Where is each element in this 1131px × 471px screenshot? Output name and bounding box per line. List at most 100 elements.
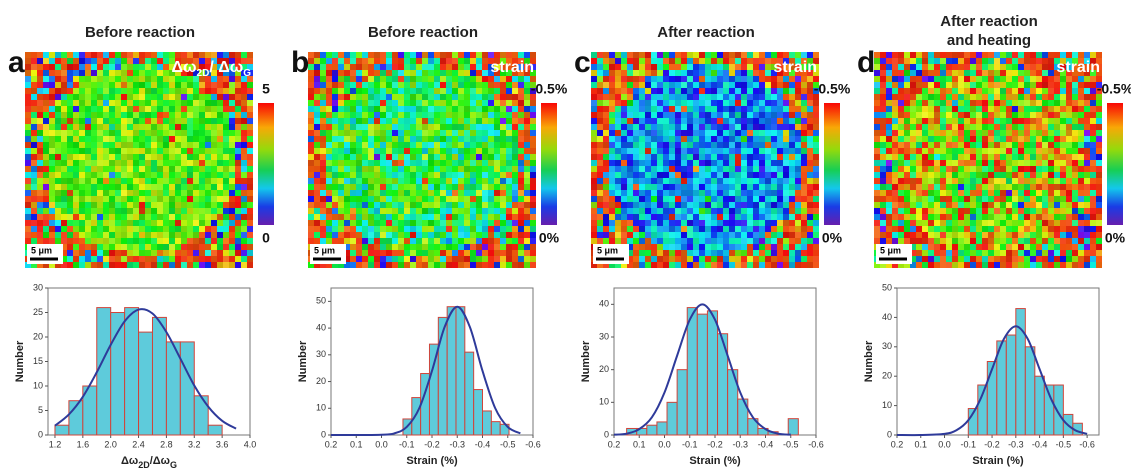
map-pixel bbox=[181, 190, 187, 196]
map-pixel bbox=[741, 166, 747, 172]
map-pixel bbox=[591, 100, 597, 106]
map-pixel bbox=[157, 160, 163, 166]
map-pixel bbox=[512, 220, 518, 226]
map-pixel bbox=[199, 262, 205, 268]
map-pixel bbox=[73, 172, 79, 178]
map-pixel bbox=[747, 58, 753, 64]
x-axis-label: Strain (%) bbox=[406, 455, 458, 467]
map-pixel bbox=[85, 226, 91, 232]
map-pixel bbox=[1024, 154, 1030, 160]
map-pixel bbox=[693, 238, 699, 244]
map-pixel bbox=[795, 118, 801, 124]
map-pixel bbox=[247, 100, 253, 106]
map-pixel bbox=[759, 82, 765, 88]
map-pixel bbox=[1018, 52, 1024, 58]
map-pixel bbox=[85, 154, 91, 160]
map-pixel bbox=[332, 142, 338, 148]
map-pixel bbox=[139, 58, 145, 64]
map-pixel bbox=[723, 52, 729, 58]
map-pixel bbox=[807, 136, 813, 142]
map-pixel bbox=[79, 154, 85, 160]
map-pixel bbox=[386, 52, 392, 58]
map-pixel bbox=[524, 136, 530, 142]
map-pixel bbox=[374, 64, 380, 70]
map-pixel bbox=[452, 178, 458, 184]
map-pixel bbox=[1048, 64, 1054, 70]
map-pixel bbox=[446, 184, 452, 190]
map-pixel bbox=[874, 94, 880, 100]
map-pixel bbox=[247, 136, 253, 142]
map-pixel bbox=[657, 64, 663, 70]
map-pixel bbox=[217, 262, 223, 268]
map-pixel bbox=[362, 178, 368, 184]
map-pixel bbox=[205, 82, 211, 88]
map-pixel bbox=[163, 250, 169, 256]
map-pixel bbox=[801, 94, 807, 100]
map-pixel bbox=[904, 154, 910, 160]
map-pixel bbox=[976, 154, 982, 160]
y-tick-label: 25 bbox=[33, 307, 43, 317]
map-pixel bbox=[320, 148, 326, 154]
x-tick-label: -0.5 bbox=[783, 439, 799, 449]
map-pixel bbox=[621, 208, 627, 214]
x-tick-label: -0.3 bbox=[449, 439, 465, 449]
map-pixel bbox=[675, 100, 681, 106]
map-pixel bbox=[934, 64, 940, 70]
map-pixel bbox=[452, 220, 458, 226]
map-pixel bbox=[1048, 118, 1054, 124]
map-pixel bbox=[591, 82, 597, 88]
map-pixel bbox=[434, 58, 440, 64]
map-pixel bbox=[175, 88, 181, 94]
map-pixel bbox=[308, 130, 314, 136]
map-pixel bbox=[530, 214, 536, 220]
map-pixel bbox=[109, 250, 115, 256]
map-pixel bbox=[97, 220, 103, 226]
map-pixel bbox=[458, 112, 464, 118]
map-pixel bbox=[675, 94, 681, 100]
map-pixel bbox=[693, 190, 699, 196]
map-pixel bbox=[500, 52, 506, 58]
map-pixel bbox=[813, 160, 819, 166]
map-pixel bbox=[765, 178, 771, 184]
map-pixel bbox=[813, 256, 819, 262]
map-pixel bbox=[115, 52, 121, 58]
map-pixel bbox=[789, 160, 795, 166]
map-pixel bbox=[976, 82, 982, 88]
map-pixel bbox=[97, 202, 103, 208]
map-pixel bbox=[85, 136, 91, 142]
map-pixel bbox=[133, 178, 139, 184]
map-pixel bbox=[458, 172, 464, 178]
map-pixel bbox=[494, 154, 500, 160]
map-pixel bbox=[1072, 124, 1078, 130]
map-pixel bbox=[49, 238, 55, 244]
map-pixel bbox=[320, 58, 326, 64]
map-pixel bbox=[518, 232, 524, 238]
map-pixel bbox=[229, 100, 235, 106]
map-pixel bbox=[338, 100, 344, 106]
map-pixel bbox=[332, 112, 338, 118]
map-pixel bbox=[735, 238, 741, 244]
map-pixel bbox=[687, 244, 693, 250]
map-pixel bbox=[645, 178, 651, 184]
map-pixel bbox=[813, 190, 819, 196]
map-pixel bbox=[458, 82, 464, 88]
map-pixel bbox=[145, 142, 151, 148]
map-pixel bbox=[326, 82, 332, 88]
map-pixel bbox=[314, 76, 320, 82]
map-pixel bbox=[211, 214, 217, 220]
map-pixel bbox=[452, 154, 458, 160]
map-pixel bbox=[464, 76, 470, 82]
map-pixel bbox=[350, 178, 356, 184]
map-pixel bbox=[639, 184, 645, 190]
map-pixel bbox=[789, 124, 795, 130]
map-pixel bbox=[422, 244, 428, 250]
map-pixel bbox=[669, 142, 675, 148]
map-pixel bbox=[410, 142, 416, 148]
map-pixel bbox=[657, 112, 663, 118]
map-pixel bbox=[886, 106, 892, 112]
map-pixel bbox=[910, 106, 916, 112]
map-pixel bbox=[663, 58, 669, 64]
map-pixel bbox=[633, 82, 639, 88]
map-pixel bbox=[356, 214, 362, 220]
map-pixel bbox=[49, 154, 55, 160]
